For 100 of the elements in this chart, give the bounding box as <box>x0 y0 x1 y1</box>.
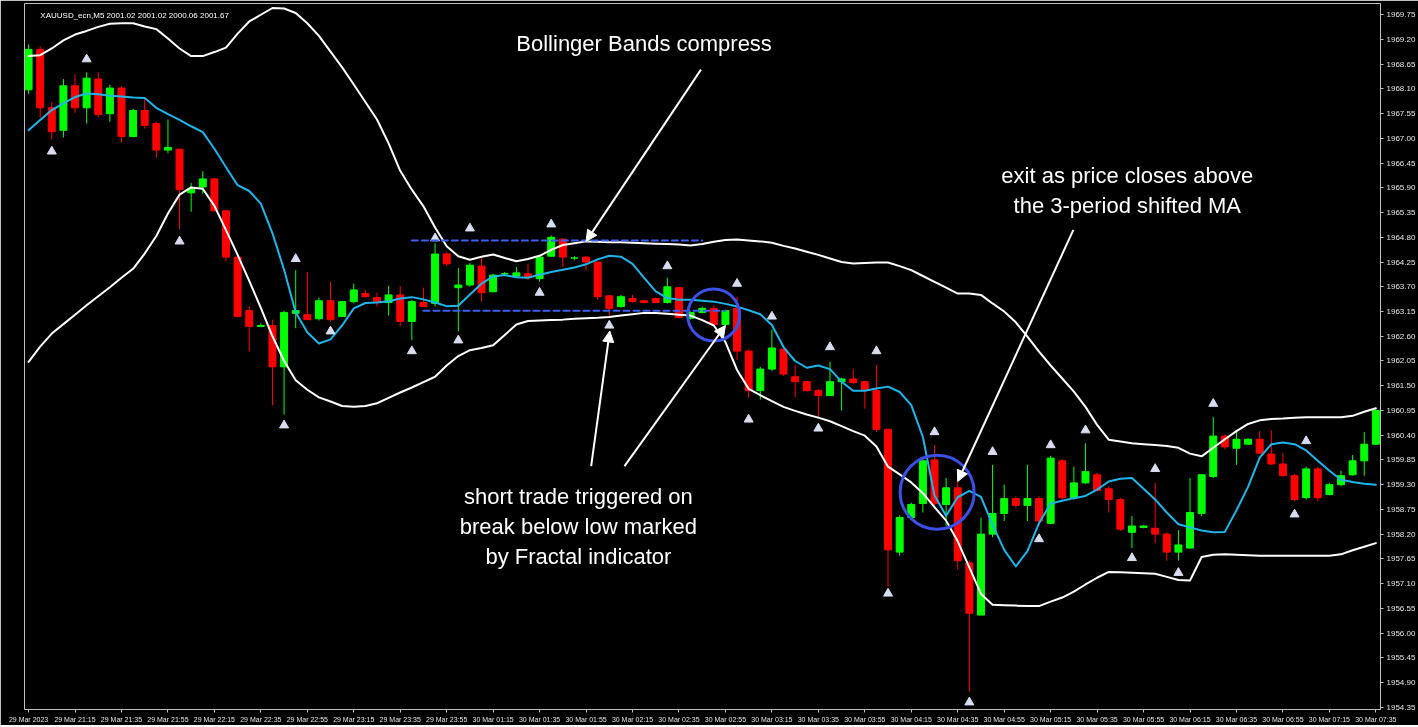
point <box>1045 439 1056 449</box>
y-tick-label: 1960.95 <box>1386 405 1416 415</box>
point <box>1150 463 1161 473</box>
y-tick-label: 1957.65 <box>1386 554 1416 564</box>
candlestick <box>373 292 381 308</box>
candlestick <box>245 306 254 352</box>
candlestick <box>767 329 776 372</box>
y-tick-label: 1963.15 <box>1386 307 1416 317</box>
point <box>174 235 185 245</box>
point <box>743 413 754 423</box>
point <box>604 319 615 329</box>
candlestick <box>1035 495 1044 524</box>
y-tick-label: 1966.45 <box>1386 158 1416 168</box>
point <box>1173 567 1184 576</box>
candlestick <box>1151 482 1160 544</box>
candlestick <box>825 361 834 397</box>
y-tick-label: 1969.20 <box>1386 34 1416 44</box>
point <box>279 419 290 429</box>
candlestick <box>1267 429 1276 466</box>
point <box>1034 533 1045 543</box>
y-tick-label: 1965.90 <box>1386 183 1416 193</box>
point <box>662 260 673 270</box>
point <box>824 341 835 351</box>
candlestick <box>1174 529 1183 562</box>
y-tick-label: 1965.35 <box>1386 208 1416 218</box>
y-tick-label: 1969.75 <box>1386 10 1416 20</box>
candlestick <box>814 388 823 418</box>
point <box>732 277 743 287</box>
candlestick <box>465 262 474 288</box>
y-tick-label: 1967.00 <box>1386 133 1416 143</box>
annotation: Bollinger Bands compress <box>516 31 772 57</box>
y-tick-label: 1954.90 <box>1386 678 1416 688</box>
annotation: short trade triggered on break below low marked by Fractal indicator <box>459 483 698 569</box>
y-tick-label: 1962.60 <box>1386 331 1416 341</box>
point <box>406 345 417 355</box>
point <box>871 345 882 355</box>
candlestick <box>314 297 323 322</box>
y-tick-label: 1964.80 <box>1386 232 1416 242</box>
candlestick <box>303 271 312 321</box>
y-tick-label: 1968.65 <box>1386 59 1416 69</box>
candlestick <box>47 101 56 140</box>
point <box>1080 424 1091 434</box>
point <box>453 334 464 344</box>
candlestick <box>349 283 358 304</box>
point <box>546 218 557 228</box>
candlestick <box>454 267 463 332</box>
candlestick <box>163 119 172 154</box>
point <box>534 286 545 296</box>
candlestick <box>326 281 335 322</box>
candlestick <box>756 366 765 401</box>
point <box>325 325 336 335</box>
y-tick-label: 1962.05 <box>1386 356 1416 366</box>
point <box>1301 435 1312 445</box>
candlestick <box>1348 454 1357 477</box>
y-tick-label: 1959.30 <box>1386 480 1416 490</box>
y-tick-label: 1959.85 <box>1386 455 1416 465</box>
point <box>987 446 998 455</box>
candlestick <box>140 98 149 130</box>
point <box>464 222 475 232</box>
candlestick <box>1127 515 1136 549</box>
candlestick <box>1081 442 1090 485</box>
point <box>1126 552 1137 562</box>
y-tick-label: 1954.35 <box>1386 702 1416 712</box>
y-tick-label: 1958.75 <box>1386 504 1416 514</box>
candlestick <box>1104 485 1113 514</box>
y-tick-label: 1968.10 <box>1386 84 1416 94</box>
candlestick <box>256 322 265 328</box>
candlestick <box>71 73 80 114</box>
candlestick <box>942 477 951 527</box>
point <box>883 587 894 597</box>
point <box>929 426 940 436</box>
candlestick <box>407 299 416 341</box>
point <box>766 310 777 320</box>
text: XAUUSD_ecn,M5 2001.02 2001.02 2000.06 2001.67 <box>40 11 230 21</box>
y-tick-label: 1957.10 <box>1386 579 1416 589</box>
candlestick <box>1069 466 1078 500</box>
y-tick-label: 1956.55 <box>1386 603 1416 613</box>
y-tick-label: 1958.20 <box>1386 529 1416 539</box>
candlestick <box>791 364 800 398</box>
candlestick <box>860 380 869 410</box>
candlestick <box>419 287 428 308</box>
candlestick <box>1278 452 1287 478</box>
y-tick-label: 1956.00 <box>1386 628 1416 638</box>
point <box>1208 398 1219 407</box>
candlestick <box>1000 484 1009 522</box>
annotation: exit as price closes above the 3-period shifted MA <box>1001 163 1254 219</box>
candlestick <box>198 170 207 195</box>
point <box>290 253 301 263</box>
y-tick-label: 1964.25 <box>1386 257 1416 267</box>
y-tick-label: 1960.40 <box>1386 430 1416 440</box>
candlestick <box>1360 431 1369 477</box>
candlestick <box>1290 473 1299 502</box>
candlestick <box>1232 429 1241 466</box>
point <box>1289 508 1300 518</box>
point <box>964 696 975 706</box>
y-tick-label: 1967.55 <box>1386 109 1416 119</box>
y-tick-label: 1961.50 <box>1386 381 1416 391</box>
candlestick <box>1162 531 1171 562</box>
y-tick-label: 1963.70 <box>1386 282 1416 292</box>
point <box>81 53 92 63</box>
